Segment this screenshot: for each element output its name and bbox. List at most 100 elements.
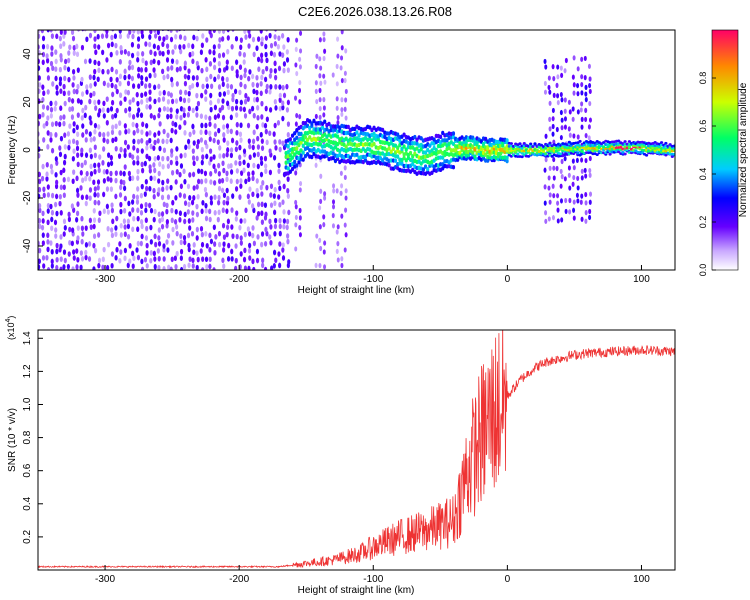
spectrogram-cell (247, 30, 251, 35)
spectrogram-cell (623, 140, 627, 143)
spectrogram-cell (259, 184, 263, 191)
spectrogram-cell (282, 218, 286, 224)
spectrogram-cell (46, 232, 50, 239)
spectrogram-cell (126, 223, 131, 230)
spectrogram-cell (200, 42, 204, 49)
spectrogram-cell (251, 203, 255, 209)
spectrogram-cell (174, 263, 178, 270)
spectrogram-cell (161, 163, 165, 170)
spectrogram-cell (75, 217, 79, 223)
spectrogram-cell (255, 82, 260, 89)
spectrogram-cell (295, 163, 299, 168)
y-tick-label: 0.6 (22, 463, 33, 477)
spectrogram-cell (242, 148, 247, 154)
spectrogram-cell (294, 62, 298, 68)
spectrogram-cell (580, 216, 584, 222)
spectrogram-cell (76, 67, 80, 73)
spectrogram-cell (135, 199, 140, 205)
spectrogram-cell (188, 172, 192, 178)
spectrogram-cell (560, 125, 564, 131)
spectrogram-cell (580, 157, 584, 163)
spectrogram-cell (179, 96, 183, 102)
spectrogram-cell (505, 155, 509, 160)
spectrogram-cell (264, 105, 268, 112)
spectrogram-cell (576, 91, 580, 97)
spectrogram-cell (261, 257, 265, 264)
spectrogram-cell (580, 101, 584, 107)
spectrogram-cell (190, 199, 195, 206)
spectrogram-cell (174, 121, 178, 128)
spectrogram-cell (173, 219, 178, 225)
spectrogram-x-label: Height of straight line (km) (298, 285, 415, 296)
spectrogram-cell (199, 49, 203, 56)
spectrogram-cell (344, 188, 348, 194)
spectrogram-cell (248, 154, 252, 161)
spectrogram-cell (170, 65, 174, 71)
spectrogram-cell (51, 192, 55, 199)
spectrogram-cell (102, 246, 106, 253)
spectrogram-cell (124, 89, 128, 95)
spectrogram-cell (278, 51, 282, 57)
spectrogram-cell (260, 57, 264, 64)
spectrogram-cell (166, 247, 170, 253)
spectrogram-cell (264, 128, 268, 135)
spectrogram-cell (200, 208, 204, 215)
spectrogram-cell (100, 33, 105, 39)
spectrogram-cell (118, 241, 122, 247)
spectrogram-cell (89, 163, 93, 170)
spectrogram-cell (89, 136, 93, 143)
spectrogram-cell (560, 158, 564, 165)
spectrogram-cell (644, 153, 649, 157)
spectrogram-cell (89, 170, 94, 177)
spectrogram-cell (259, 81, 263, 87)
spectrogram-cell (136, 51, 140, 57)
spectrogram-cell (248, 33, 252, 39)
spectrogram-cell (208, 216, 212, 223)
spectrogram-cell (222, 263, 226, 270)
spectrogram-cell (343, 222, 347, 228)
spectrogram-cell (111, 124, 115, 131)
spectrogram-cell (42, 90, 46, 97)
spectrogram-cell (672, 148, 675, 152)
spectrogram-cell (552, 92, 556, 98)
spectrogram-cell (123, 123, 127, 129)
spectrogram-cell (451, 131, 456, 136)
spectrogram-cell (255, 187, 259, 194)
spectrogram-cell (105, 203, 109, 210)
spectrogram-cell (200, 146, 204, 153)
spectrogram-cell (144, 185, 149, 192)
spectrogram-cell (178, 124, 182, 130)
spectrogram-cell (126, 233, 131, 240)
spectrogram-cell (80, 151, 84, 158)
spectrogram-cell (59, 169, 63, 176)
spectrogram-cell (277, 251, 281, 257)
spectrogram-cell (255, 215, 259, 221)
spectrogram-cell (59, 105, 63, 112)
spectrogram-cell (54, 201, 58, 208)
spectrogram-cell (567, 126, 571, 132)
spectrogram-cell (340, 183, 344, 189)
spectrogram-cell (318, 97, 322, 103)
spectrogram-cell (252, 266, 256, 270)
spectrogram-cell (67, 90, 71, 96)
spectrogram-cell (579, 199, 583, 205)
spectrogram-cell (59, 184, 63, 191)
spectrogram-cell (131, 207, 135, 213)
spectrogram-cell (106, 82, 110, 88)
spectrogram-x-ticks: -300 -200 -100 0 100 (95, 265, 650, 285)
spectrogram-cell (66, 176, 71, 183)
spectrogram-cell (312, 151, 316, 157)
spectrogram-cell (627, 140, 632, 143)
spectrogram-cell (204, 89, 208, 95)
spectrogram-cell (208, 30, 212, 35)
spectrogram-cell (49, 203, 53, 210)
spectrogram-cell (191, 155, 196, 161)
spectrogram-cell (51, 81, 55, 87)
spectrogram-cell (55, 84, 59, 91)
spectrogram-cell (179, 255, 183, 261)
spectrogram-cell (627, 145, 632, 149)
spectrogram-cell (282, 223, 286, 230)
spectrogram-cell (124, 129, 128, 135)
spectrogram-cell (92, 223, 96, 230)
spectrogram-cell (274, 74, 278, 81)
